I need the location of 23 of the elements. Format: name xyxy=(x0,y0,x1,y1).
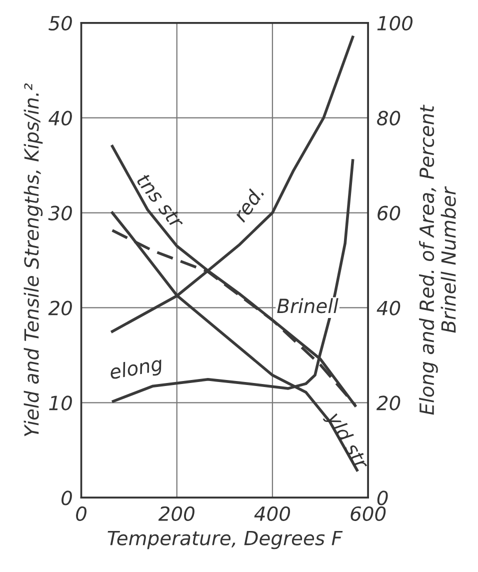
x-tick-label: 200 xyxy=(158,506,194,522)
y-axis-title: Yield and Tensile Strengths, Kips/in.² xyxy=(24,83,43,436)
y-tick-label: 30 xyxy=(48,206,72,220)
y2-tick-label: 40 xyxy=(376,300,400,316)
y-tick-label: 0 xyxy=(62,490,72,506)
y2-tick-label: 80 xyxy=(377,110,400,126)
y-tick-label: 50 xyxy=(48,16,72,31)
y2-tick-label: 100 xyxy=(377,16,413,31)
y-tick-label: 10 xyxy=(49,396,72,410)
y-tick-label: 40 xyxy=(48,110,72,126)
x-tick-label: 600 xyxy=(350,506,386,522)
x-tick-label: 400 xyxy=(254,506,290,522)
y2-axis-title: Elong and Red. of Area, Percent Brinell Number xyxy=(419,104,456,415)
y2-tick-label: 0 xyxy=(377,490,388,506)
x-tick-label: 0 xyxy=(76,506,86,522)
series-label: Brinell xyxy=(277,298,338,314)
text: elong xyxy=(108,356,164,384)
x-axis-title: Temperature, Degrees F xyxy=(108,530,343,550)
text: yld str xyxy=(322,410,370,474)
y-tick-label: 20 xyxy=(48,300,72,316)
y2-tick-label: 20 xyxy=(376,396,400,410)
text: tns str xyxy=(136,173,186,230)
y2-tick-label: 60 xyxy=(378,206,400,220)
